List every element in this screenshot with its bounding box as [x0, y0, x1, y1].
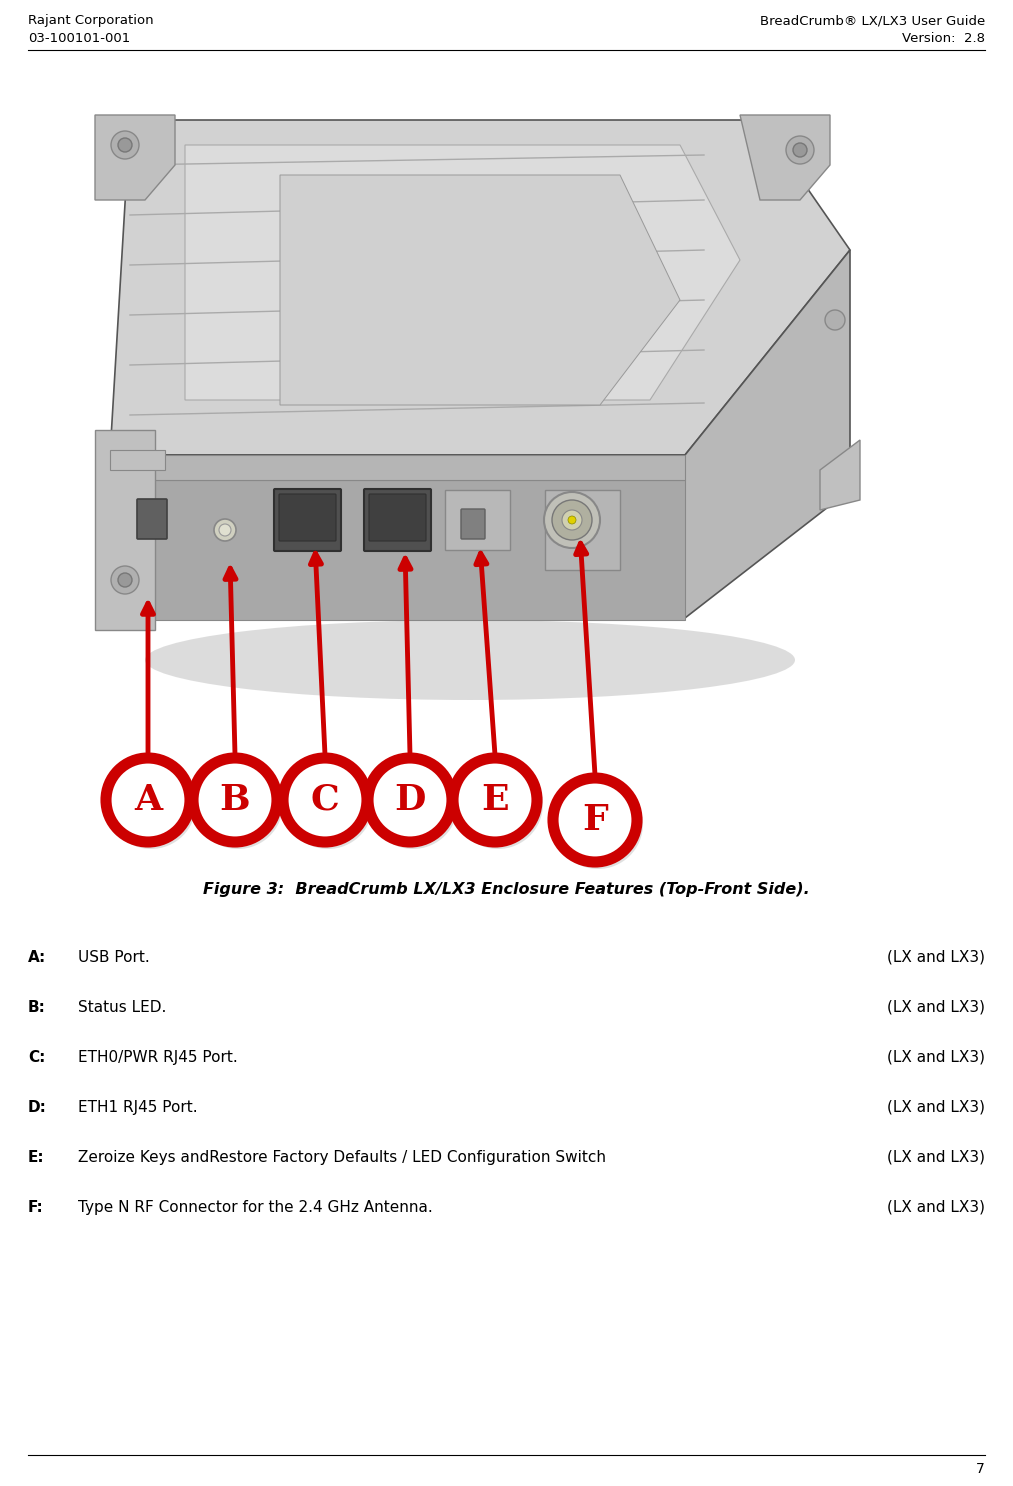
Circle shape: [568, 516, 576, 525]
Text: A:: A:: [28, 950, 47, 964]
FancyBboxPatch shape: [137, 499, 167, 539]
Text: D: D: [394, 783, 425, 817]
Text: 7: 7: [977, 1462, 985, 1476]
Circle shape: [106, 758, 190, 843]
Text: (LX and LX3): (LX and LX3): [887, 950, 985, 964]
Circle shape: [553, 779, 643, 869]
Text: E:: E:: [28, 1150, 45, 1165]
Text: A: A: [134, 783, 162, 817]
Text: (LX and LX3): (LX and LX3): [887, 1051, 985, 1065]
Text: Rajant Corporation: Rajant Corporation: [28, 13, 154, 27]
Circle shape: [106, 759, 196, 849]
Text: (LX and LX3): (LX and LX3): [887, 1150, 985, 1165]
Circle shape: [368, 759, 458, 849]
Text: (LX and LX3): (LX and LX3): [887, 1201, 985, 1216]
Text: Type N RF Connector for the 2.4 GHz Antenna.: Type N RF Connector for the 2.4 GHz Ante…: [78, 1201, 433, 1216]
Polygon shape: [110, 120, 850, 455]
Circle shape: [453, 758, 537, 843]
Polygon shape: [741, 114, 830, 201]
Text: B:: B:: [28, 1000, 46, 1015]
Text: D:: D:: [28, 1100, 47, 1114]
Polygon shape: [820, 440, 860, 510]
FancyBboxPatch shape: [274, 489, 341, 551]
Circle shape: [544, 492, 600, 548]
Text: (LX and LX3): (LX and LX3): [887, 1100, 985, 1114]
Circle shape: [118, 138, 132, 152]
Circle shape: [219, 525, 231, 536]
Circle shape: [553, 779, 637, 862]
Text: ETH0/PWR RJ45 Port.: ETH0/PWR RJ45 Port.: [78, 1051, 238, 1065]
Polygon shape: [445, 490, 510, 550]
Circle shape: [825, 311, 845, 330]
Text: ETH1 RJ45 Port.: ETH1 RJ45 Port.: [78, 1100, 198, 1114]
Circle shape: [786, 137, 814, 163]
Circle shape: [193, 759, 283, 849]
Circle shape: [283, 758, 367, 843]
Polygon shape: [95, 114, 175, 201]
Polygon shape: [110, 120, 170, 180]
Ellipse shape: [145, 620, 795, 700]
Circle shape: [193, 758, 277, 843]
Text: B: B: [220, 783, 250, 817]
Text: Figure 3:  BreadCrumb LX/LX3 Enclosure Features (Top-Front Side).: Figure 3: BreadCrumb LX/LX3 Enclosure Fe…: [203, 883, 809, 898]
Circle shape: [793, 143, 807, 158]
Circle shape: [368, 758, 452, 843]
Text: Status LED.: Status LED.: [78, 1000, 166, 1015]
FancyBboxPatch shape: [461, 510, 485, 539]
Polygon shape: [110, 450, 165, 470]
Circle shape: [111, 131, 139, 159]
Text: E: E: [481, 783, 509, 817]
Circle shape: [118, 574, 132, 587]
Text: F: F: [582, 802, 608, 837]
FancyBboxPatch shape: [364, 489, 431, 551]
Circle shape: [111, 566, 139, 594]
Polygon shape: [110, 480, 685, 620]
Text: C:: C:: [28, 1051, 46, 1065]
Circle shape: [214, 519, 236, 541]
Text: (LX and LX3): (LX and LX3): [887, 1000, 985, 1015]
Circle shape: [562, 510, 582, 531]
Text: F:: F:: [28, 1201, 44, 1216]
Polygon shape: [280, 175, 680, 406]
Circle shape: [453, 759, 543, 849]
Polygon shape: [685, 250, 850, 618]
Polygon shape: [185, 146, 741, 400]
Circle shape: [552, 499, 592, 539]
FancyBboxPatch shape: [369, 493, 426, 541]
Polygon shape: [110, 455, 685, 618]
Text: 03-100101-001: 03-100101-001: [28, 33, 131, 45]
FancyBboxPatch shape: [279, 493, 336, 541]
Polygon shape: [95, 429, 155, 630]
Text: C: C: [311, 783, 339, 817]
Polygon shape: [110, 455, 685, 480]
Polygon shape: [545, 490, 620, 571]
Text: Version:  2.8: Version: 2.8: [902, 33, 985, 45]
Text: Zeroize Keys andRestore Factory Defaults / LED Configuration Switch: Zeroize Keys andRestore Factory Defaults…: [78, 1150, 606, 1165]
Circle shape: [283, 759, 373, 849]
Text: BreadCrumb® LX/LX3 User Guide: BreadCrumb® LX/LX3 User Guide: [760, 13, 985, 27]
Text: USB Port.: USB Port.: [78, 950, 150, 964]
